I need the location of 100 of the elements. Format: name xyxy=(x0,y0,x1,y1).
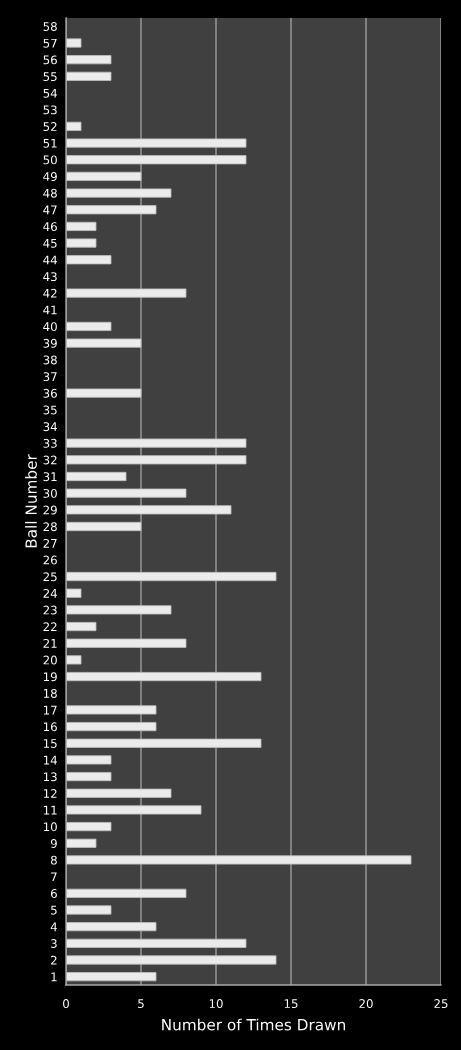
bar xyxy=(66,805,202,815)
y-tick-label: 41 xyxy=(43,305,57,315)
bar xyxy=(66,321,112,332)
y-tick-label: 24 xyxy=(43,588,57,598)
y-tick-label: 39 xyxy=(43,338,57,348)
bar xyxy=(66,655,82,665)
y-tick-label: 4 xyxy=(50,922,57,932)
y-tick-label: 54 xyxy=(43,88,57,98)
y-tick-label: 29 xyxy=(43,505,57,515)
y-tick-label: 8 xyxy=(50,855,57,865)
y-tick-label: 43 xyxy=(43,272,57,282)
y-tick-label: 31 xyxy=(43,472,57,482)
y-axis-title: Ball Number xyxy=(25,454,37,548)
y-tick-label: 50 xyxy=(43,155,57,165)
bar xyxy=(66,138,247,148)
bar xyxy=(66,38,82,48)
y-tick-label: 45 xyxy=(43,238,57,248)
bar xyxy=(66,788,172,798)
bar xyxy=(66,671,262,682)
bar xyxy=(66,905,112,915)
y-tick-label: 7 xyxy=(51,872,57,882)
y-tick-label: 21 xyxy=(43,638,57,648)
y-tick-label: 55 xyxy=(43,72,57,82)
bar xyxy=(66,521,142,532)
y-tick-label: 25 xyxy=(43,572,57,582)
y-tick-label: 14 xyxy=(43,755,57,765)
y-tick-label: 35 xyxy=(43,405,57,415)
y-tick-label: 51 xyxy=(43,138,57,148)
x-tick-label: 10 xyxy=(209,999,223,1009)
x-tick-label: 0 xyxy=(63,999,69,1009)
y-tick-label: 46 xyxy=(43,222,57,232)
y-tick-label: 33 xyxy=(43,438,57,448)
bar xyxy=(66,855,412,865)
bar xyxy=(66,471,127,482)
y-tick-label: 49 xyxy=(43,172,57,182)
y-tick-label: 28 xyxy=(43,522,57,532)
x-tick-label: 5 xyxy=(138,999,144,1009)
y-tick-label: 9 xyxy=(50,839,57,848)
y-tick-label: 5 xyxy=(51,905,57,915)
y-tick-label: 13 xyxy=(43,772,57,782)
y-tick-label: 37 xyxy=(43,372,57,382)
bar xyxy=(66,121,82,131)
y-tick-label: 20 xyxy=(43,655,57,665)
bar xyxy=(66,505,232,515)
bar xyxy=(66,721,157,732)
x-tick-label: 15 xyxy=(284,999,298,1009)
bar xyxy=(66,638,187,648)
y-tick-label: 22 xyxy=(43,622,57,632)
y-tick-label: 30 xyxy=(43,488,57,498)
y-tick-label: 1 xyxy=(51,972,57,982)
y-tick-label: 12 xyxy=(43,788,57,798)
y-tick-label: 47 xyxy=(43,205,57,215)
bar xyxy=(66,705,157,715)
bar xyxy=(66,221,97,231)
bar xyxy=(66,438,247,448)
bar xyxy=(66,188,172,198)
y-tick-label: 52 xyxy=(43,122,57,132)
bar xyxy=(66,155,247,165)
y-tick-label: 36 xyxy=(43,388,57,398)
y-tick-label: 19 xyxy=(43,672,57,682)
y-tick-label: 18 xyxy=(43,688,57,698)
bar xyxy=(66,972,157,982)
bar xyxy=(66,772,112,782)
y-tick-label: 2 xyxy=(51,955,57,965)
y-tick-label: 15 xyxy=(43,739,57,748)
y-tick-label: 42 xyxy=(43,288,57,298)
x-tick-label: 25 xyxy=(434,999,448,1009)
y-tick-label: 17 xyxy=(43,705,57,715)
bar xyxy=(66,71,112,81)
bar xyxy=(66,288,187,298)
bar xyxy=(66,621,97,632)
bar xyxy=(66,755,112,765)
bar xyxy=(66,255,112,265)
bar xyxy=(66,888,187,898)
y-tick-label: 57 xyxy=(43,38,57,48)
bar xyxy=(66,388,142,398)
y-tick-label: 53 xyxy=(43,105,57,115)
bar xyxy=(66,922,157,932)
bar xyxy=(66,938,247,948)
bar xyxy=(66,822,112,832)
bar xyxy=(66,738,262,748)
bar xyxy=(66,238,97,248)
y-tick-label: 3 xyxy=(51,939,57,948)
bar xyxy=(66,338,142,348)
y-tick-label: 23 xyxy=(43,605,57,615)
bar xyxy=(66,488,187,498)
bar xyxy=(66,571,277,582)
y-tick-label: 58 xyxy=(43,22,57,31)
bar xyxy=(66,455,247,465)
x-axis-title: Number of Times Drawn xyxy=(162,1018,345,1031)
y-tick-label: 34 xyxy=(43,422,57,432)
bar xyxy=(66,55,112,65)
y-tick-label: 40 xyxy=(43,322,57,332)
bar xyxy=(66,605,172,615)
y-tick-label: 38 xyxy=(43,355,57,365)
y-tick-label: 11 xyxy=(43,805,57,815)
bar xyxy=(66,955,277,965)
y-tick-label: 32 xyxy=(43,455,57,465)
x-tick-label: 20 xyxy=(359,999,373,1009)
bar xyxy=(66,205,157,215)
